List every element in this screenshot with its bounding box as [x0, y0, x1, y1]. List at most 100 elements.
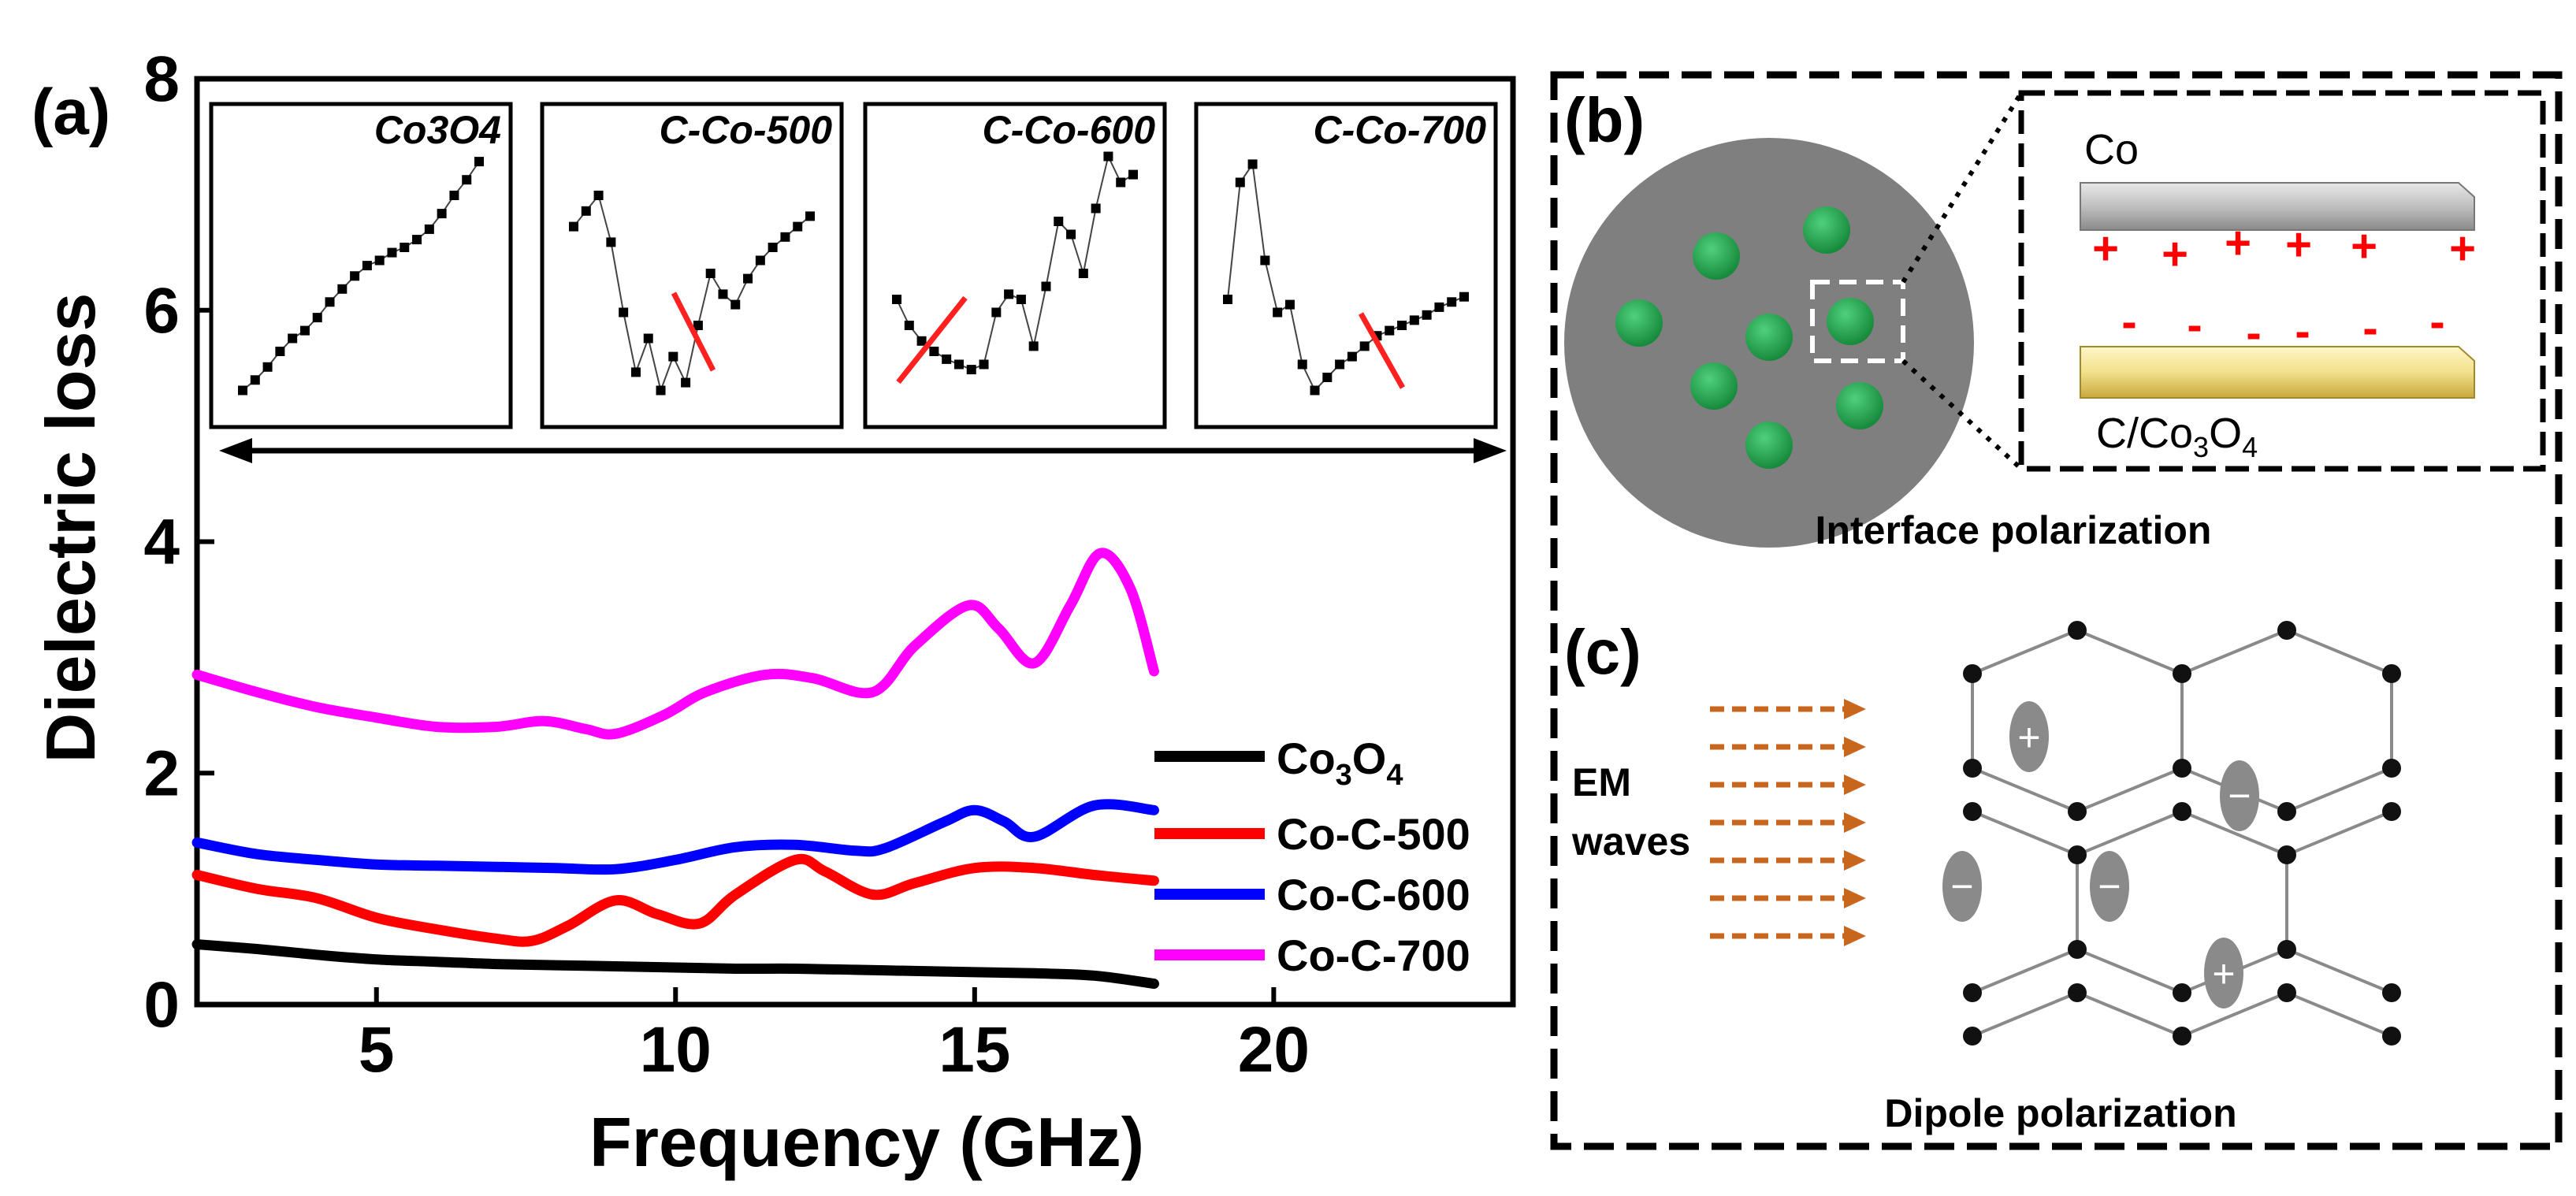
- lattice-bond: [1972, 629, 2078, 675]
- inset-point: [1385, 325, 1395, 336]
- inset-point: [1016, 295, 1026, 304]
- inset-point: [755, 255, 765, 266]
- inset-point: [780, 232, 790, 242]
- inset-point: [337, 284, 348, 294]
- inset-point: [412, 235, 422, 245]
- panel-b-label: (b): [1564, 85, 1645, 155]
- inset-point: [929, 347, 939, 356]
- inset-point: [805, 211, 815, 221]
- dipole-plus: +: [2009, 701, 2049, 772]
- inset-point: [1447, 297, 1457, 307]
- x-tick-label: 15: [939, 1014, 1010, 1086]
- inset-point: [953, 359, 964, 370]
- red-tangent-mark: [1358, 312, 1406, 389]
- svg-text:+: +: [2092, 223, 2119, 274]
- c-co3o4-layer: [2080, 346, 2475, 399]
- inset-point: [437, 209, 447, 219]
- lattice-atom: [2173, 759, 2191, 778]
- x-tick-label: 20: [1238, 1014, 1310, 1086]
- legend-label-coc600: Co-C-600: [1277, 870, 1470, 919]
- inset-point: [705, 269, 716, 278]
- panel-a: (a) 0 2 4 6 8 5 10 15 20 Frequency (GHz) Dielec…: [32, 43, 1516, 1181]
- svg-text:−: −: [2228, 774, 2251, 818]
- zoom-line-bottom: [1901, 358, 2024, 471]
- inset-point: [1004, 289, 1014, 299]
- inset-point: [1284, 299, 1295, 310]
- inset-1: Co3O4: [209, 102, 513, 429]
- lattice-atom: [2068, 621, 2087, 640]
- lattice-atom: [2068, 983, 2087, 1002]
- minus-charges: - - - - - -: [2121, 296, 2444, 358]
- co-layer: [2080, 182, 2475, 231]
- em-label: EM: [1572, 760, 1631, 804]
- interface-polarization-caption: Interface polarization: [1816, 508, 2212, 552]
- lattice-bond: [2076, 810, 2183, 856]
- lattice-bond: [2076, 629, 2183, 675]
- lattice-atom: [2382, 759, 2401, 778]
- inset-point: [400, 243, 410, 252]
- inset-point: [668, 351, 678, 362]
- inset-point: [1247, 159, 1258, 169]
- red-tangent-mark: [671, 292, 716, 372]
- svg-text:+: +: [2225, 217, 2251, 269]
- dipole-plus: +: [2204, 938, 2243, 1008]
- inset-point: [581, 206, 591, 216]
- particle: [1615, 299, 1663, 347]
- lattice-bond: [2181, 991, 2288, 1038]
- inset-point: [1128, 169, 1138, 180]
- inset-point: [1116, 177, 1126, 188]
- range-double-arrow: [219, 438, 1507, 463]
- lattice-atom: [1963, 664, 1982, 683]
- inset-point: [350, 271, 360, 281]
- inset-point: [250, 375, 260, 385]
- c-co3o4-label: C/Co3O4: [2096, 410, 2258, 463]
- line-series: [191, 548, 1159, 990]
- svg-text:+: +: [2162, 228, 2188, 280]
- inset-title: C-Co-700: [1314, 108, 1487, 152]
- inset-point: [1459, 292, 1469, 302]
- svg-text:-: -: [2429, 296, 2444, 347]
- y-tick-label: 6: [143, 275, 180, 347]
- y-tick-label: 0: [143, 969, 180, 1041]
- legend: Co3O4 Co-C-500 Co-C-600 Co-C-700: [1154, 734, 1470, 980]
- inset-point: [768, 243, 778, 252]
- svg-text:−: −: [1950, 864, 1973, 908]
- waves-label: waves: [1571, 819, 1690, 864]
- lattice-atom: [1963, 802, 1982, 821]
- inset-point: [1103, 151, 1113, 162]
- svg-text:+: +: [2449, 223, 2476, 274]
- svg-text:-: -: [2295, 306, 2310, 357]
- svg-text:+: +: [2017, 715, 2040, 760]
- em-arrow-head: [1844, 888, 1866, 908]
- inset-point: [275, 347, 285, 356]
- y-tick-label: 2: [143, 737, 180, 809]
- inset-point: [262, 362, 273, 372]
- panel-a-label: (a): [32, 76, 110, 148]
- lattice-atom: [2277, 940, 2296, 959]
- plus-charges: + + + + + +: [2092, 217, 2476, 280]
- svg-text:+: +: [2212, 952, 2235, 996]
- inset-title: C-Co-600: [983, 108, 1156, 152]
- inset-point: [979, 359, 989, 370]
- series-line-coc700: [191, 548, 1159, 740]
- lattice-bond: [2286, 991, 2392, 1038]
- inset-point: [1235, 177, 1245, 188]
- lattice-bond: [2286, 629, 2392, 675]
- inset-point: [693, 321, 703, 330]
- em-arrow-head: [1844, 699, 1866, 719]
- inset-point: [1310, 385, 1320, 396]
- inset-4: C-Co-700: [1194, 102, 1498, 429]
- particle: [1693, 232, 1740, 280]
- lattice-atom: [2173, 1027, 2191, 1046]
- lattice-bond: [2181, 629, 2288, 675]
- em-arrow-head: [1844, 774, 1866, 795]
- inset-point: [1409, 315, 1419, 325]
- co-particles: [1615, 206, 1883, 469]
- inset-point: [1434, 302, 1444, 312]
- lattice-bond: [1972, 767, 2078, 813]
- interface-zoom-frame: [2018, 90, 2546, 472]
- lattice-bond: [2286, 948, 2392, 994]
- inset-point: [630, 367, 641, 377]
- particle: [1836, 382, 1883, 429]
- inset-point: [606, 237, 616, 247]
